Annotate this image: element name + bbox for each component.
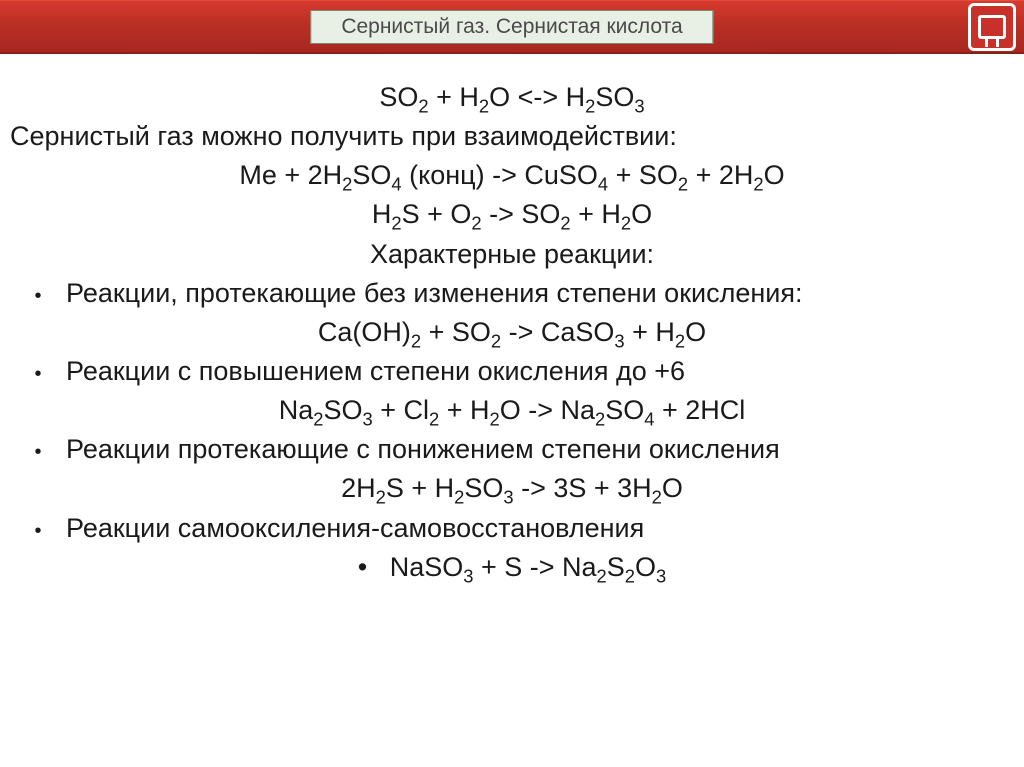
characteristic-title: Характерные реакции: — [10, 235, 1014, 274]
equation-2: Me + 2H2SO4 (конц) -> CuSO4 + SO2 + 2H2O — [10, 156, 1014, 195]
bullet-3: • Реакции протекающие с понижением степе… — [10, 430, 1014, 469]
header-bar: Сернистый газ. Сернистая кислота — [0, 0, 1024, 54]
bullet-1: • Реакции, протекающие без изменения сте… — [10, 274, 1014, 313]
equation-4: Ca(OH)2 + SO2 -> CaSO3 + H2O — [10, 313, 1014, 352]
equation-6: 2H2S + H2SO3 -> 3S + 3H2O — [10, 469, 1014, 508]
inner-bullet-icon: • — [358, 552, 367, 582]
bullet-4: • Реакции самооксиления-самовосстановлен… — [10, 509, 1014, 548]
logo-icon — [968, 3, 1016, 51]
slide-title: Сернистый газ. Сернистая кислота — [310, 10, 713, 44]
bullet-icon: • — [10, 360, 66, 389]
bullet-icon: • — [10, 282, 66, 311]
bullet-2: • Реакции с повышением степени окисления… — [10, 352, 1014, 391]
intro-text: Сернистый газ можно получить при взаимод… — [10, 117, 1014, 156]
equation-7: • NaSO3 + S -> Na2S2O3 — [10, 548, 1014, 587]
equation-1: SO2 + H2O <-> H2SO3 — [10, 78, 1014, 117]
equation-5: Na2SO3 + Cl2 + H2O -> Na2SO4 + 2HCl — [10, 391, 1014, 430]
bullet-icon: • — [10, 438, 66, 467]
bullet-icon: • — [10, 517, 66, 546]
content-area: SO2 + H2O <-> H2SO3 Сернистый газ можно … — [0, 54, 1024, 597]
equation-3: H2S + O2 -> SO2 + H2O — [10, 195, 1014, 234]
